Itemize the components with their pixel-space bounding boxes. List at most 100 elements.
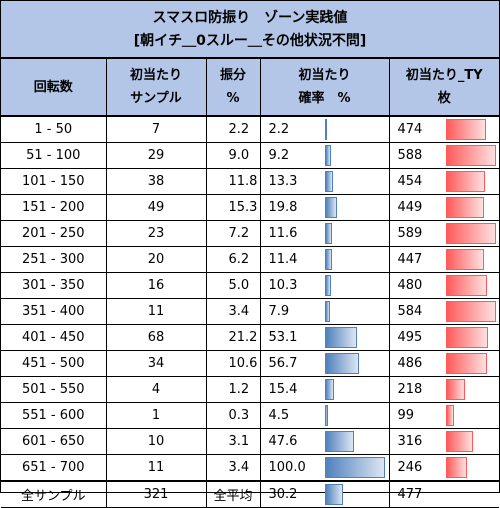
cell-distribution: 0.3 <box>205 402 261 429</box>
cell-distribution: 3.1 <box>205 428 261 455</box>
table-row: 251 - 300 20 6.2 11.4 447 <box>1 246 499 273</box>
probability-value: 13.3 <box>268 174 298 189</box>
cell-probability: 4.5 <box>259 402 390 429</box>
cell-samples: 23 <box>105 220 207 247</box>
probability-bar <box>324 431 354 452</box>
ty-bar <box>445 249 484 270</box>
probability-bar <box>324 223 332 244</box>
cell-samples: 1 <box>105 402 207 429</box>
probability-bar <box>324 171 333 192</box>
ty-bar <box>445 353 487 374</box>
ty-bar <box>445 457 467 478</box>
probability-bar <box>324 379 334 400</box>
cell-spin-range: 451 - 500 <box>1 350 107 377</box>
cell-samples: 7 <box>105 115 207 143</box>
cell-spin-range: 1 - 50 <box>1 115 107 143</box>
table-row: 101 - 150 38 11.8 13.3 454 <box>1 168 499 195</box>
cell-ty: 486 <box>388 350 499 377</box>
cell-ty: 246 <box>388 454 499 482</box>
ty-bar <box>445 119 486 140</box>
cell-distribution: 15.3 <box>205 194 261 221</box>
probability-bar <box>324 405 328 426</box>
probability-value: 47.6 <box>268 434 298 449</box>
probability-value: 4.5 <box>268 408 290 423</box>
ty-bar <box>445 275 487 296</box>
cell-spin-range: 301 - 350 <box>1 272 107 299</box>
header-ty: 初当たり_TY 枚 <box>388 58 499 117</box>
probability-bar <box>324 145 331 166</box>
cell-probability: 47.6 <box>259 428 390 455</box>
cell-ty: 99 <box>388 402 499 429</box>
ty-bar <box>445 145 496 166</box>
header-samples: 初当たり サンプル <box>105 58 207 117</box>
ty-value: 480 <box>397 278 423 293</box>
header-spins: 回転数 <box>1 58 107 117</box>
table-title-banner: スマスロ防振り ゾーン実践値 [朝イチ＿0スルー＿その他状況不問] <box>1 1 499 58</box>
cell-samples: 16 <box>105 272 207 299</box>
cell-spin-range: 251 - 300 <box>1 246 107 273</box>
probability-value: 53.1 <box>268 330 298 345</box>
cell-samples: 49 <box>105 194 207 221</box>
cell-probability: 10.3 <box>259 272 390 299</box>
cell-spin-range: 151 - 200 <box>1 194 107 221</box>
cell-distribution: 2.2 <box>205 115 261 143</box>
ty-bar <box>445 197 484 218</box>
table-row: 151 - 200 49 15.3 19.8 449 <box>1 194 499 221</box>
ty-bar <box>445 405 454 426</box>
cell-probability: 100.0 <box>259 454 390 482</box>
cell-probability: 56.7 <box>259 350 390 377</box>
header-probability: 初当たり 確率 % <box>259 58 390 117</box>
ty-value: 588 <box>397 148 423 163</box>
probability-value: 11.6 <box>268 226 298 241</box>
summary-avg-ty: 477 <box>388 480 499 508</box>
probability-bar <box>324 457 385 478</box>
cell-samples: 11 <box>105 298 207 325</box>
table-row: 1 - 50 7 2.2 2.2 474 <box>1 115 499 143</box>
ty-bar <box>445 327 488 348</box>
cell-probability: 9.2 <box>259 142 390 169</box>
summary-samples: 321 <box>105 480 207 508</box>
probability-bar <box>324 249 332 270</box>
table-row: 551 - 600 1 0.3 4.5 99 <box>1 402 499 429</box>
summary-avg-probability: 30.2 <box>259 480 390 508</box>
ty-value: 474 <box>397 122 423 137</box>
probability-bar <box>324 353 359 374</box>
ty-bar <box>445 431 473 452</box>
cell-samples: 38 <box>105 168 207 195</box>
cell-ty: 480 <box>388 272 499 299</box>
cell-distribution: 3.4 <box>205 454 261 482</box>
cell-probability: 15.4 <box>259 376 390 403</box>
table-row: 601 - 650 10 3.1 47.6 316 <box>1 428 499 455</box>
cell-distribution: 6.2 <box>205 246 261 273</box>
header-distribution: 振分% <box>205 58 261 117</box>
cell-samples: 68 <box>105 324 207 351</box>
cell-probability: 11.4 <box>259 246 390 273</box>
cell-ty: 584 <box>388 298 499 325</box>
cell-spin-range: 101 - 150 <box>1 168 107 195</box>
cell-probability: 11.6 <box>259 220 390 247</box>
probability-value: 19.8 <box>268 200 298 215</box>
cell-spin-range: 401 - 450 <box>1 324 107 351</box>
ty-value: 449 <box>397 200 423 215</box>
probability-value: 9.2 <box>268 148 290 163</box>
ty-value: 99 <box>397 408 415 423</box>
cell-spin-range: 201 - 250 <box>1 220 107 247</box>
table-row: 451 - 500 34 10.6 56.7 486 <box>1 350 499 377</box>
header-row: 回転数 初当たり サンプル 振分% 初当たり 確率 % 初当たり_TY 枚 <box>1 58 499 117</box>
probability-value: 2.2 <box>268 122 290 137</box>
cell-samples: 11 <box>105 454 207 482</box>
probability-value: 15.4 <box>268 382 298 397</box>
cell-samples: 4 <box>105 376 207 403</box>
ty-value: 486 <box>397 356 423 371</box>
ty-bar <box>445 171 485 192</box>
cell-ty: 447 <box>388 246 499 273</box>
cell-samples: 20 <box>105 246 207 273</box>
cell-spin-range: 601 - 650 <box>1 428 107 455</box>
probability-value: 11.4 <box>268 252 298 267</box>
probability-bar <box>324 197 337 218</box>
ty-value: 454 <box>397 174 423 189</box>
cell-spin-range: 651 - 700 <box>1 454 107 482</box>
avg-probability-bar <box>324 484 343 505</box>
cell-ty: 449 <box>388 194 499 221</box>
